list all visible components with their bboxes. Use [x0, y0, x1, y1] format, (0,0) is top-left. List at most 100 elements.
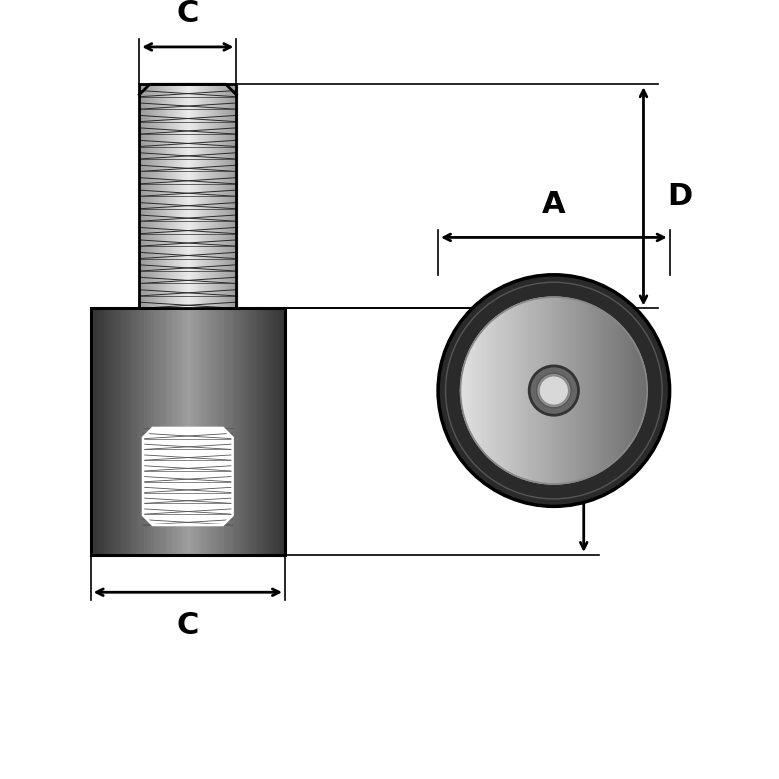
Polygon shape — [487, 324, 488, 457]
Circle shape — [539, 375, 569, 406]
Polygon shape — [597, 308, 599, 473]
Polygon shape — [601, 310, 602, 471]
Polygon shape — [529, 300, 530, 481]
Polygon shape — [476, 337, 478, 445]
Bar — [256, 308, 259, 555]
Polygon shape — [482, 329, 484, 453]
Bar — [270, 308, 273, 555]
Bar — [188, 84, 190, 308]
Bar — [182, 84, 185, 308]
Bar — [283, 308, 285, 555]
Polygon shape — [485, 326, 487, 456]
Bar — [263, 308, 266, 555]
Polygon shape — [593, 305, 594, 475]
Polygon shape — [488, 323, 490, 459]
Bar — [122, 308, 125, 555]
Bar — [210, 308, 213, 555]
Polygon shape — [464, 361, 465, 420]
Bar — [213, 84, 215, 308]
Bar — [176, 308, 178, 555]
Bar — [231, 308, 234, 555]
Polygon shape — [615, 319, 616, 461]
Bar — [118, 308, 120, 555]
Bar — [143, 84, 146, 308]
Polygon shape — [622, 327, 624, 454]
Bar — [228, 84, 231, 308]
Bar — [90, 308, 93, 555]
Bar — [275, 308, 278, 555]
Bar — [190, 308, 193, 555]
Bar — [236, 308, 239, 555]
Bar — [145, 84, 147, 308]
Polygon shape — [490, 321, 492, 460]
Polygon shape — [566, 298, 568, 483]
Bar — [268, 308, 271, 555]
Polygon shape — [590, 305, 591, 477]
Polygon shape — [492, 319, 493, 461]
Polygon shape — [541, 298, 543, 483]
Polygon shape — [467, 353, 468, 428]
Polygon shape — [521, 302, 523, 478]
Bar — [153, 84, 155, 308]
Polygon shape — [504, 311, 506, 471]
Polygon shape — [599, 308, 601, 472]
Polygon shape — [535, 299, 537, 482]
Polygon shape — [506, 310, 507, 471]
Bar — [224, 84, 227, 308]
Polygon shape — [545, 298, 546, 484]
Polygon shape — [580, 301, 582, 480]
Bar — [155, 84, 157, 308]
Bar — [160, 84, 163, 308]
Bar — [172, 84, 174, 308]
Polygon shape — [540, 298, 541, 483]
Bar — [137, 308, 139, 555]
Polygon shape — [552, 297, 554, 484]
Bar — [198, 84, 200, 308]
Bar — [220, 84, 223, 308]
Bar — [231, 84, 233, 308]
Polygon shape — [640, 353, 641, 428]
Polygon shape — [621, 326, 622, 456]
Bar — [96, 308, 98, 555]
Polygon shape — [493, 319, 495, 463]
Bar — [258, 308, 261, 555]
Polygon shape — [633, 341, 635, 440]
Bar — [164, 84, 167, 308]
Polygon shape — [613, 319, 615, 463]
Bar — [163, 84, 165, 308]
Polygon shape — [565, 298, 566, 483]
Bar — [141, 84, 143, 308]
Polygon shape — [616, 321, 618, 460]
Polygon shape — [644, 367, 646, 414]
Polygon shape — [627, 333, 629, 449]
Bar — [105, 308, 108, 555]
Polygon shape — [516, 305, 518, 477]
Bar — [210, 84, 211, 308]
Polygon shape — [585, 302, 587, 478]
Polygon shape — [583, 302, 585, 479]
Polygon shape — [474, 339, 476, 442]
Polygon shape — [502, 312, 504, 470]
Polygon shape — [587, 303, 588, 478]
Bar — [214, 308, 217, 555]
Polygon shape — [512, 306, 513, 474]
Bar — [127, 308, 130, 555]
Bar — [206, 84, 208, 308]
Bar — [176, 84, 178, 308]
Bar — [132, 308, 135, 555]
Polygon shape — [568, 298, 569, 483]
Bar — [157, 308, 159, 555]
Polygon shape — [577, 300, 579, 481]
Bar — [178, 308, 181, 555]
Bar — [186, 84, 189, 308]
Polygon shape — [624, 329, 626, 453]
Polygon shape — [610, 315, 612, 465]
Bar — [112, 308, 115, 555]
Polygon shape — [574, 299, 576, 481]
Polygon shape — [576, 300, 577, 481]
Bar — [168, 308, 171, 555]
Bar — [207, 308, 210, 555]
Bar — [166, 308, 169, 555]
Polygon shape — [562, 298, 563, 484]
Bar — [161, 308, 164, 555]
